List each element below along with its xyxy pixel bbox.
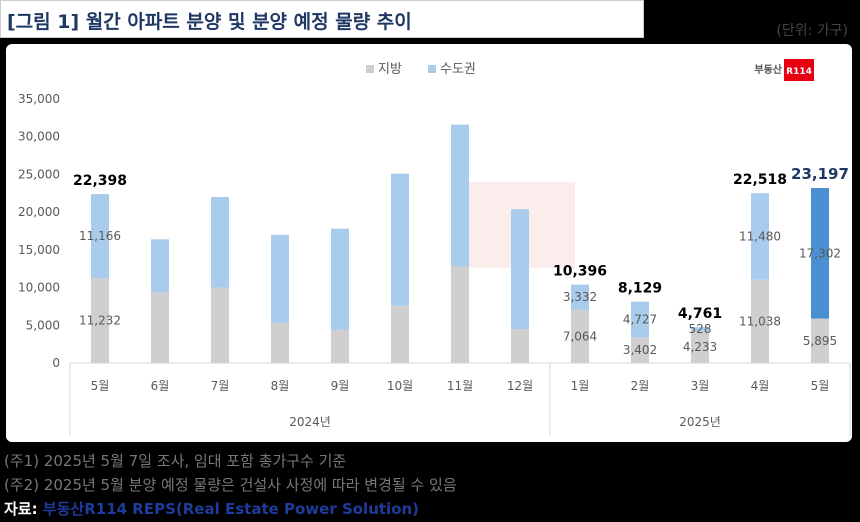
label-capital: 528	[689, 322, 712, 336]
source-value: 부동산R114 REPS(Real Estate Power Solution)	[42, 500, 420, 518]
source-label: 자료:	[4, 500, 43, 518]
label-local: 11,038	[739, 314, 781, 328]
legend-swatch-local	[366, 65, 374, 73]
x-tick-label: 11월	[447, 379, 473, 393]
footnote-2: (주2) 2025년 5월 분양 예정 물량은 건설사 사정에 따라 변경될 수…	[4, 476, 457, 494]
label-capital: 4,727	[623, 313, 657, 327]
legend-label-local: 지방	[378, 62, 402, 77]
bar-capital	[511, 209, 529, 330]
stacked-bar-chart: 부동산 R114 지방 수도권 0 5,000 10,000 15,000 20,000 25,0…	[18, 59, 851, 436]
bar-local	[451, 266, 469, 363]
x-tick-label: 5월	[811, 379, 830, 393]
bar-capital	[91, 194, 109, 279]
x-tick-label: 8월	[271, 379, 290, 393]
source-line: 자료: 부동산R114 REPS(Real Estate Power Solut…	[4, 498, 419, 519]
group-label-2025: 2025년	[679, 415, 721, 429]
bar-local	[631, 337, 649, 363]
label-total: 23,197	[791, 165, 849, 183]
label-total: 22,398	[73, 173, 127, 189]
label-total: 10,396	[553, 264, 607, 280]
bar-local	[271, 323, 289, 363]
bar-local	[331, 329, 349, 363]
y-tick-label: 5,000	[26, 318, 60, 332]
bar-local	[511, 329, 529, 363]
logo-brand: R114	[786, 67, 812, 77]
y-tick-label: 10,000	[18, 281, 60, 295]
bar-local	[691, 331, 709, 363]
x-tick-label: 2월	[631, 379, 650, 393]
bar-local	[811, 318, 829, 363]
label-local: 11,232	[79, 314, 121, 328]
bar-local	[751, 279, 769, 363]
label-capital: 11,480	[739, 229, 781, 243]
bar-capital	[331, 228, 349, 330]
y-tick-label: 35,000	[18, 92, 60, 106]
bar-capital	[211, 197, 229, 288]
x-tick-label: 7월	[211, 379, 230, 393]
unit-label: (단위: 가구)	[776, 23, 848, 39]
x-tick-label: 1월	[571, 379, 590, 393]
bar-capital	[451, 124, 469, 267]
chart-panel: 부동산 R114 지방 수도권 0 5,000 10,000 15,000 20,000 25,0…	[6, 44, 852, 442]
x-tick-label: 6월	[151, 379, 170, 393]
chart-title: [그림 1] 월간 아파트 분양 및 분양 예정 물량 추이	[7, 11, 412, 33]
y-tick-label: 20,000	[18, 205, 60, 219]
logo-block	[784, 59, 814, 81]
group-label-2024: 2024년	[289, 415, 331, 429]
bar-capital	[571, 284, 589, 310]
x-tick-label: 5월	[91, 379, 110, 393]
x-tick-label: 10월	[387, 379, 413, 393]
bar-capital	[271, 234, 289, 324]
bar-local	[211, 287, 229, 363]
y-tick-label: 30,000	[18, 130, 60, 144]
y-tick-label: 25,000	[18, 167, 60, 181]
label-total: 4,761	[678, 306, 722, 322]
x-tick-label: 9월	[331, 379, 350, 393]
label-capital: 11,166	[79, 229, 121, 243]
bar-capital	[631, 301, 649, 338]
bar-capital	[691, 327, 709, 332]
label-local: 5,895	[803, 334, 837, 348]
footnote-1: (주1) 2025년 5월 7일 조사, 임대 포함 총가구수 기준	[4, 452, 347, 470]
bar-capital	[751, 193, 769, 280]
label-total: 8,129	[618, 281, 662, 297]
x-tick-label: 4월	[751, 379, 770, 393]
label-total: 22,518	[733, 172, 787, 188]
label-capital: 3,332	[563, 290, 597, 304]
label-local: 7,064	[563, 329, 597, 343]
bar-capital	[391, 173, 409, 306]
legend-swatch-capital	[428, 65, 436, 73]
label-local: 4,233	[683, 340, 717, 354]
label-capital: 17,302	[799, 246, 841, 260]
label-local: 3,402	[623, 343, 657, 357]
bar-local	[151, 292, 169, 363]
x-tick-label: 12월	[507, 379, 533, 393]
title-box: [그림 1] 월간 아파트 분양 및 분양 예정 물량 추이	[0, 0, 644, 38]
y-tick-label: 15,000	[18, 243, 60, 257]
bar-capital	[811, 188, 829, 319]
bar-local	[571, 309, 589, 363]
logo-text: 부동산	[754, 63, 782, 76]
bar-capital	[151, 239, 169, 293]
bar-local	[91, 278, 109, 363]
y-tick-label: 0	[52, 356, 60, 370]
legend-label-capital: 수도권	[440, 62, 476, 77]
bar-local	[391, 305, 409, 363]
x-tick-label: 3월	[691, 379, 710, 393]
